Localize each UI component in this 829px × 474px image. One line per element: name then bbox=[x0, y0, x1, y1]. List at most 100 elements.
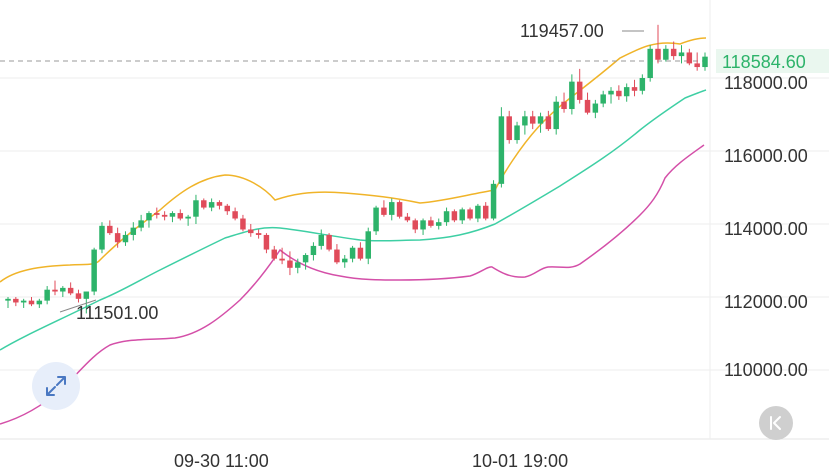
y-tick-label: 112000.00 bbox=[724, 292, 808, 312]
candle-body bbox=[522, 116, 528, 126]
collapse-button[interactable] bbox=[759, 406, 793, 440]
candle-body bbox=[169, 213, 176, 217]
candle-body bbox=[545, 116, 552, 130]
low-label: 111501.00 bbox=[76, 303, 158, 323]
candle-body bbox=[389, 202, 395, 215]
candle-body bbox=[553, 101, 559, 130]
x-tick-label: 10-01 19:00 bbox=[472, 451, 568, 471]
candle-body bbox=[475, 205, 481, 219]
candle-body bbox=[67, 287, 74, 294]
candle-body bbox=[52, 289, 58, 292]
y-axis: 118000.00 116000.00 114000.00 112000.00 … bbox=[724, 73, 808, 380]
candle-body bbox=[498, 116, 505, 184]
candle-body bbox=[28, 300, 35, 305]
candle-body bbox=[490, 183, 497, 219]
candle-body bbox=[146, 213, 152, 221]
high-annotation: 119457.00 bbox=[520, 21, 644, 41]
lower-band-line bbox=[0, 144, 705, 425]
candle-body bbox=[600, 94, 606, 104]
candle-body bbox=[193, 200, 199, 217]
y-tick-label: 110000.00 bbox=[724, 360, 808, 380]
candle-body bbox=[561, 101, 567, 110]
candle-body bbox=[255, 233, 262, 235]
upper-band-line bbox=[0, 37, 707, 283]
candle-body bbox=[514, 125, 520, 141]
candle-body bbox=[428, 220, 434, 226]
low-annotation: 111501.00 bbox=[59, 299, 158, 323]
candle-body bbox=[279, 258, 285, 261]
candle-body bbox=[420, 220, 426, 230]
high-label: 119457.00 bbox=[520, 21, 604, 41]
candle-body bbox=[365, 231, 371, 259]
candle-body bbox=[592, 103, 599, 113]
candle-body bbox=[655, 48, 661, 60]
candle-body bbox=[240, 218, 246, 230]
candle-body bbox=[122, 234, 129, 243]
candle-body bbox=[263, 234, 270, 250]
candle-body bbox=[302, 255, 309, 263]
x-axis: 09-30 11:00 10-01 19:00 bbox=[174, 451, 568, 471]
candle-body bbox=[482, 205, 489, 219]
candle-body bbox=[130, 227, 137, 235]
candle-body bbox=[36, 300, 43, 305]
candle-body bbox=[451, 211, 458, 221]
candle-body bbox=[576, 81, 583, 100]
candle-body bbox=[663, 48, 669, 60]
expand-arrows-icon bbox=[46, 376, 66, 396]
candle-body bbox=[616, 90, 622, 97]
x-tick-label: 09-30 11:00 bbox=[174, 451, 269, 471]
candle-body bbox=[91, 249, 97, 292]
candle-body bbox=[334, 249, 340, 263]
candle-body bbox=[373, 207, 379, 232]
candle-body bbox=[608, 90, 614, 95]
candle-body bbox=[208, 202, 215, 208]
candle-body bbox=[623, 87, 630, 97]
candle-body bbox=[99, 225, 105, 250]
candle-body bbox=[647, 48, 653, 78]
candle-body bbox=[529, 116, 536, 124]
current-price-tag: 118584.60 bbox=[716, 49, 829, 73]
candle-body bbox=[702, 56, 708, 68]
candle-body bbox=[506, 116, 512, 141]
collapse-back-icon bbox=[770, 416, 781, 430]
candle-body bbox=[467, 209, 473, 219]
y-tick-label: 114000.00 bbox=[724, 219, 808, 239]
candle-body bbox=[44, 289, 50, 301]
candle-body bbox=[138, 220, 144, 228]
candle-body bbox=[404, 216, 411, 221]
candle-body bbox=[177, 213, 184, 219]
middle-band-line bbox=[0, 89, 707, 351]
candle-body bbox=[185, 216, 191, 219]
candle-body bbox=[412, 220, 418, 230]
candle-body bbox=[287, 260, 293, 268]
candle-body bbox=[83, 291, 90, 299]
candle-body bbox=[154, 213, 160, 215]
y-tick-label: 116000.00 bbox=[724, 146, 808, 166]
candle-body bbox=[349, 247, 356, 259]
candle-body bbox=[670, 48, 677, 57]
candle-body bbox=[20, 300, 27, 303]
candle-body bbox=[114, 233, 121, 243]
candle-body bbox=[13, 298, 19, 303]
candle-body bbox=[678, 52, 685, 57]
candle-body bbox=[631, 87, 638, 91]
candles bbox=[5, 24, 708, 314]
candle-body bbox=[639, 78, 646, 91]
candle-body bbox=[310, 245, 317, 256]
candle-body bbox=[318, 234, 324, 246]
candle-body bbox=[569, 81, 575, 110]
candle-body bbox=[60, 287, 66, 292]
candle-body bbox=[75, 293, 82, 299]
candle-body bbox=[271, 249, 278, 259]
candle-body bbox=[161, 214, 168, 217]
candle-body bbox=[435, 222, 442, 226]
candle-body bbox=[342, 258, 348, 263]
candle-body bbox=[459, 209, 465, 221]
candle-body bbox=[326, 234, 332, 250]
candle-body bbox=[248, 229, 254, 234]
candle-body bbox=[107, 225, 113, 234]
candle-body bbox=[396, 202, 403, 217]
current-price-label: 118584.60 bbox=[722, 52, 806, 72]
expand-button[interactable] bbox=[32, 362, 80, 410]
